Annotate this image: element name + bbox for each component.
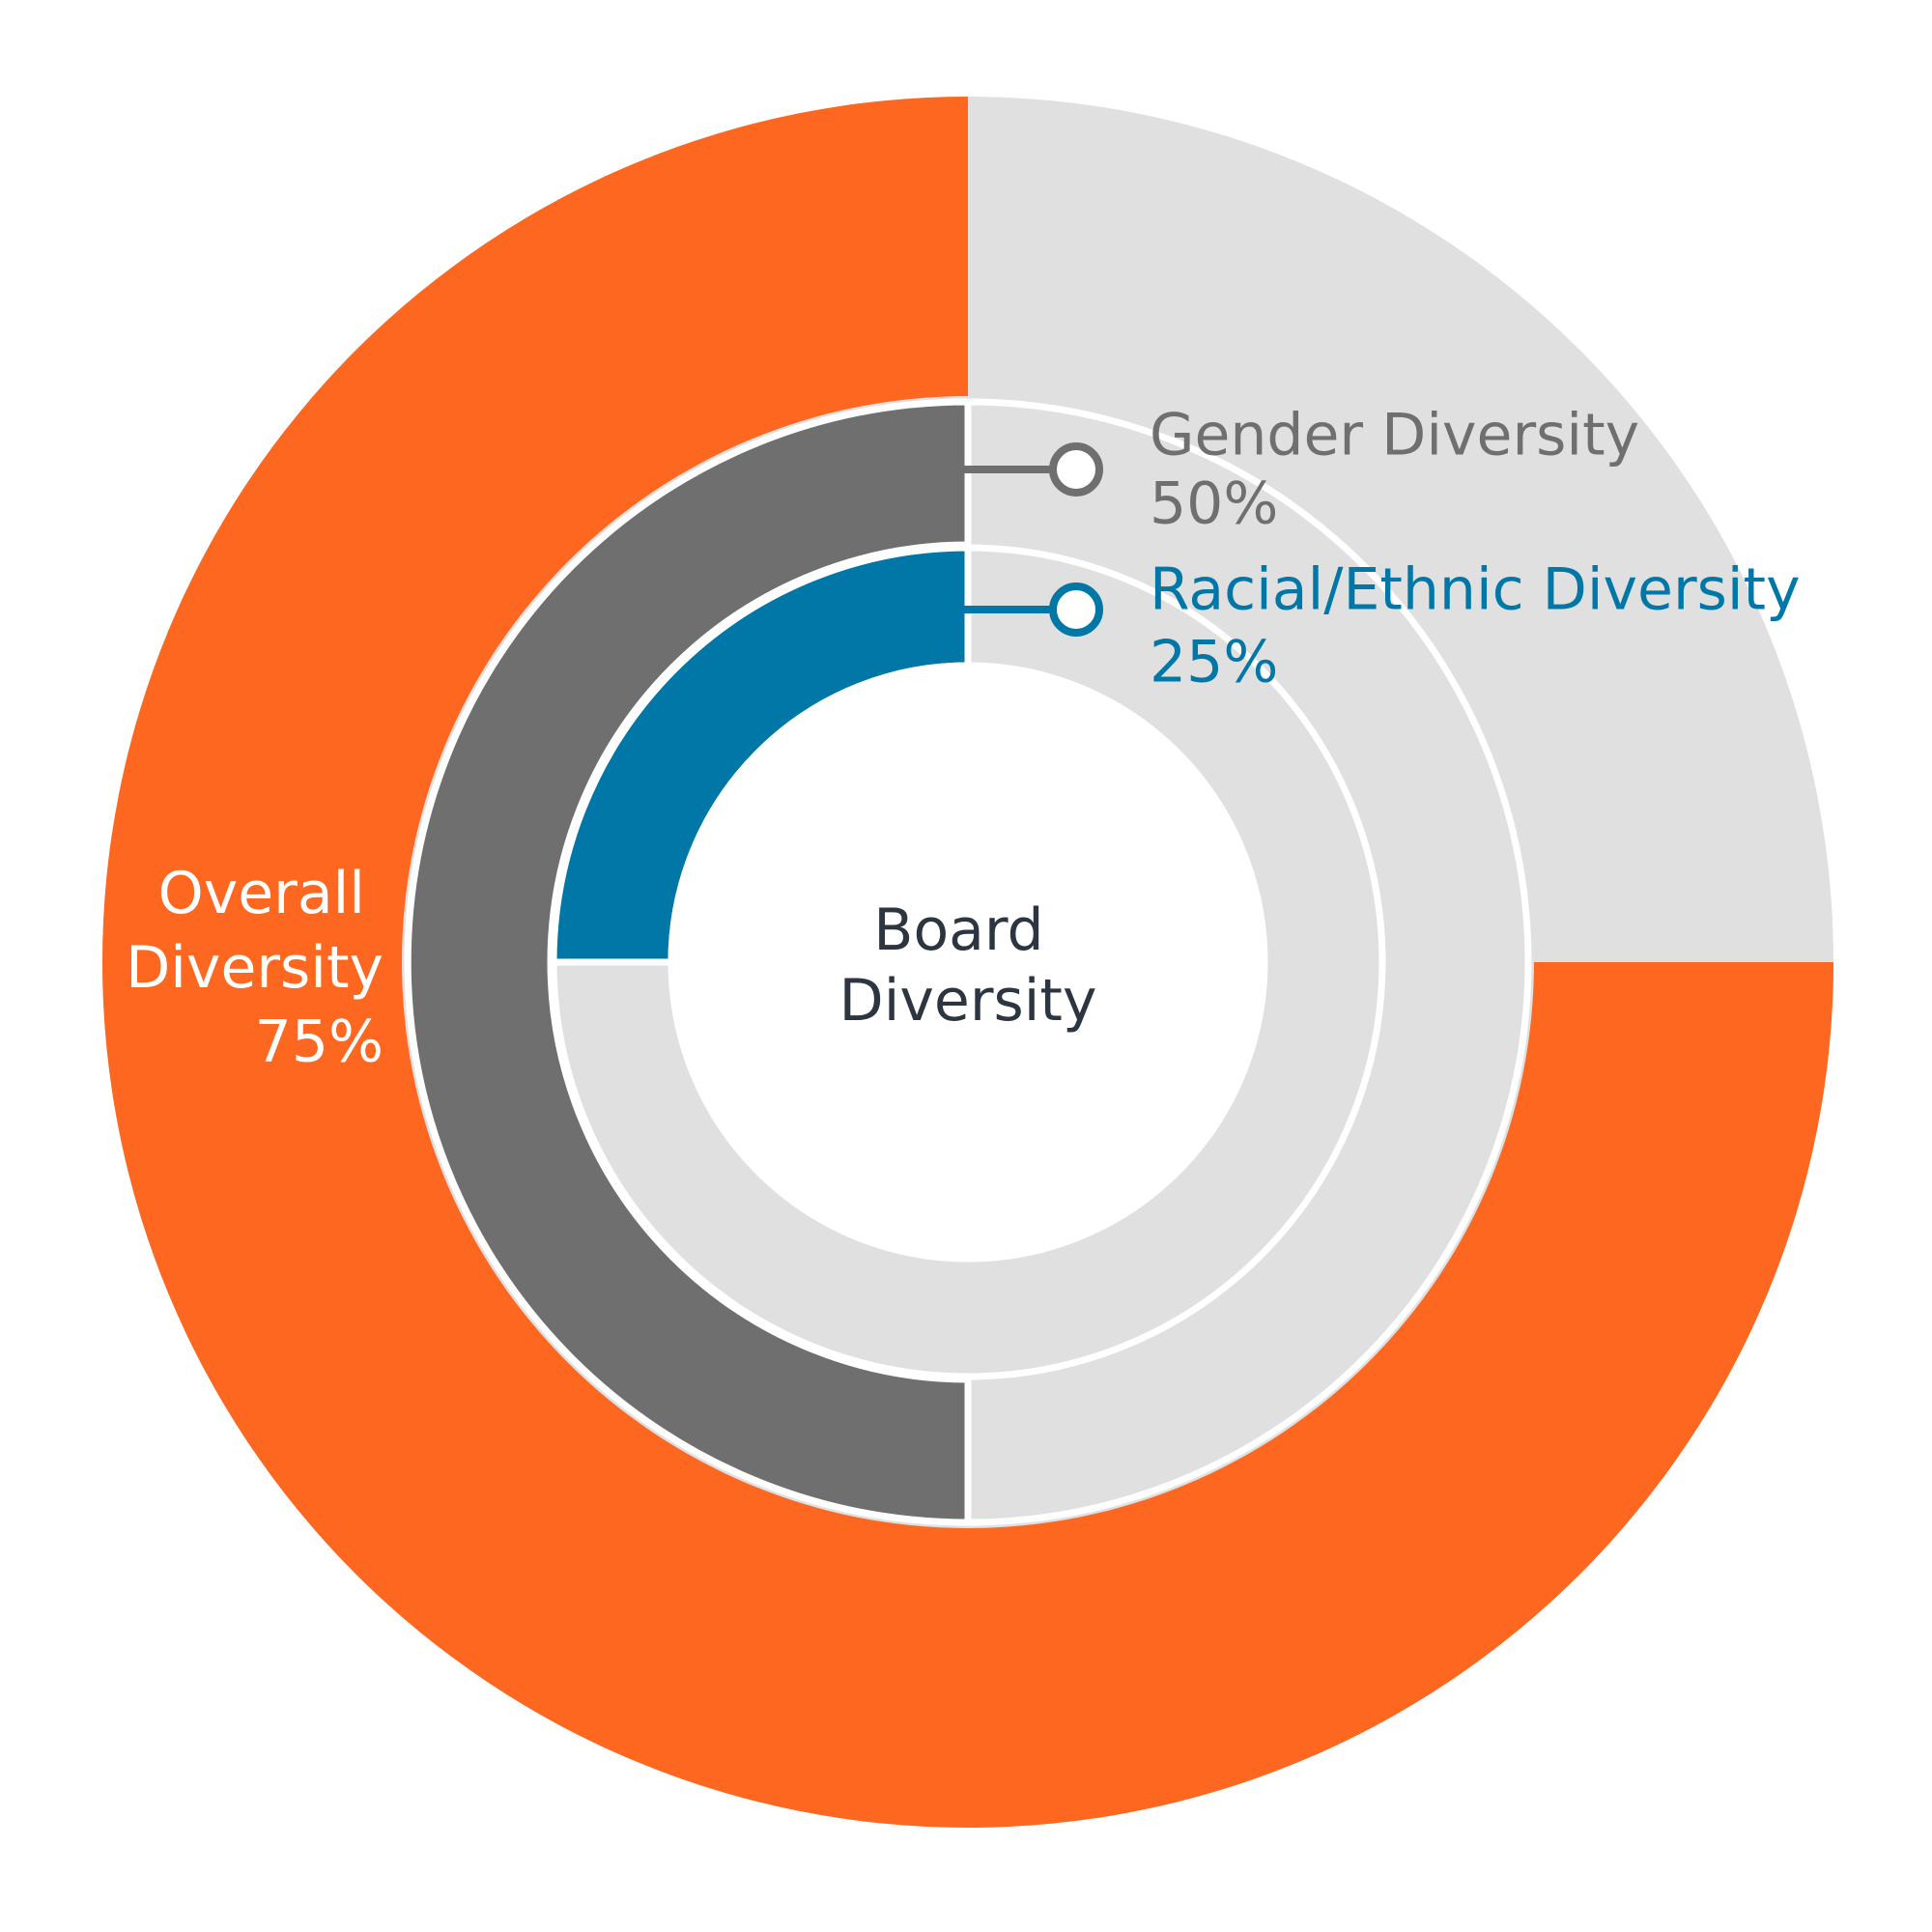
series-label: Overall Diversity	[126, 860, 384, 1002]
series-label: Gender Diversity	[1150, 402, 1639, 469]
center-hole	[668, 662, 1268, 1263]
value-label: 25%	[1150, 629, 1278, 696]
callout-dot	[1049, 442, 1103, 497]
series-label: Racial/Ethnic Diversity	[1150, 556, 1801, 624]
value-label: 75%	[255, 1009, 384, 1076]
labels: Board Diversity Overall Diversity 75% Gende…	[126, 402, 1801, 1076]
ring-arc	[102, 97, 1833, 1828]
rings	[102, 97, 1833, 1828]
chart-title: Board Diversity	[839, 896, 1097, 1035]
callout-dot	[1049, 582, 1103, 637]
value-label: 50%	[1150, 470, 1278, 538]
